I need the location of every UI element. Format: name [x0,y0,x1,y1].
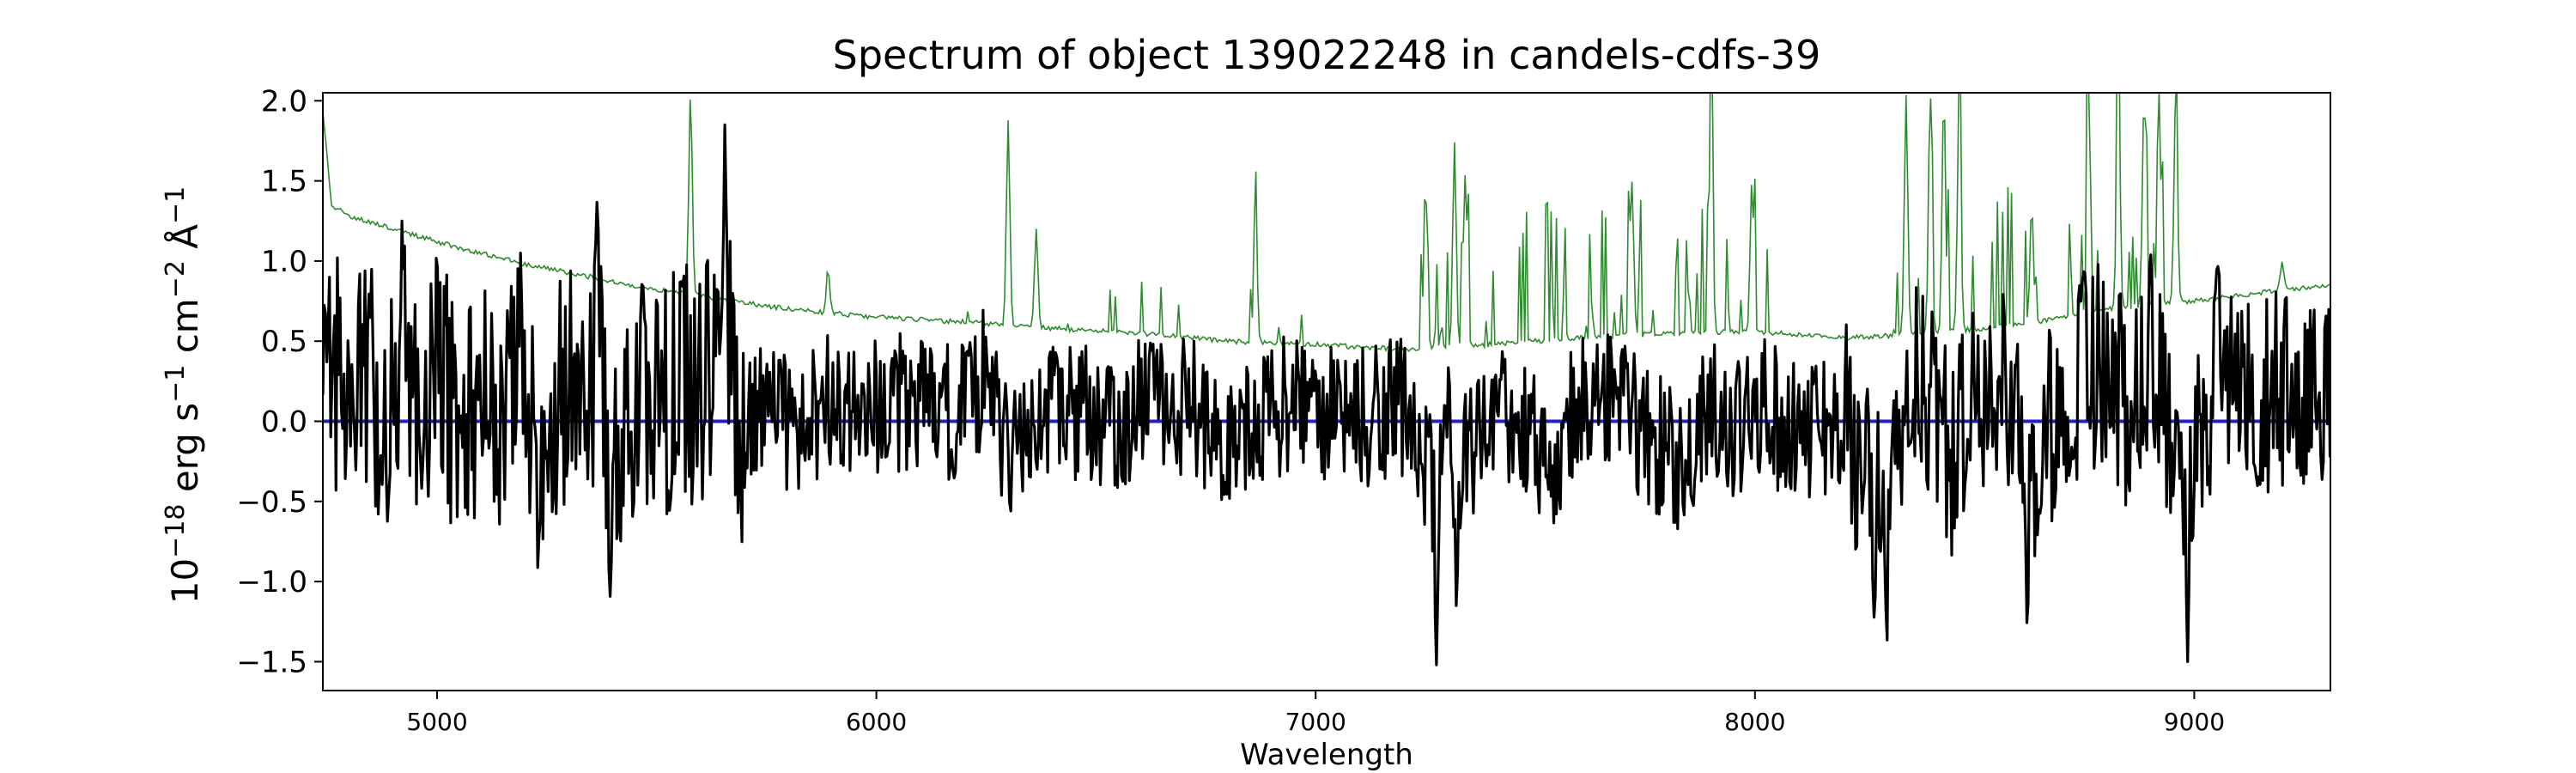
x-tick-label: 5000 [406,708,467,736]
y-axis-label: 10−18 erg s−1 cm−2 Å−1 [161,186,206,605]
y-axis-ticks: −1.5 −1.0 −0.5 0.0 0.5 1.0 1.5 2.0 [236,84,323,679]
y-label-base: 10 [164,558,206,604]
series-continuum-line [323,93,2330,353]
y-tick-label: 0.5 [261,325,307,359]
x-axis-ticks: 5000 6000 7000 8000 9000 [406,691,2225,736]
series-flux-line [323,123,2330,666]
x-tick-label: 7000 [1285,708,1346,736]
y-label-exp1: −18 [161,504,191,558]
x-tick-label: 9000 [2164,708,2225,736]
chart-title: Spectrum of object 139022248 in candels-… [833,32,1821,78]
y-tick-label: −1.0 [236,565,307,600]
y-label-part2: erg s [164,403,206,504]
y-tick-label: 1.0 [261,245,307,279]
y-label-part4: Å [163,224,206,260]
y-label-part3: cm [164,298,206,364]
x-tick-label: 8000 [1724,708,1785,736]
plot-frame [322,92,2331,691]
y-label-exp2: −1 [161,365,191,403]
y-tick-label: 2.0 [261,84,307,119]
y-tick-label: −0.5 [236,485,307,520]
x-axis-label: Wavelength [1240,738,1413,772]
y-label-exp3: −2 [161,260,191,298]
plot-area [322,92,2331,691]
y-tick-label: 0.0 [261,405,307,440]
series-layer [323,93,2330,666]
x-tick-label: 6000 [846,708,907,736]
y-tick-label: 1.5 [261,165,307,199]
y-label-exp4: −1 [161,186,191,224]
y-tick-label: −1.5 [236,645,307,679]
